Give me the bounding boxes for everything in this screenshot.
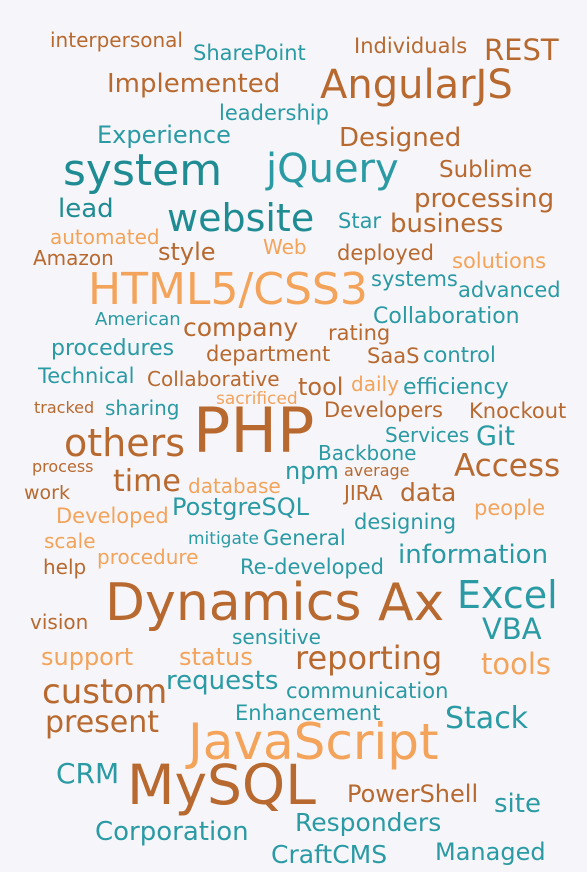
word-tool: tool: [298, 373, 344, 401]
word-help: help: [43, 555, 87, 579]
word-services: Services: [385, 423, 470, 447]
word-present: present: [45, 705, 160, 740]
word-designed: Designed: [339, 123, 462, 153]
word-html5-css3: HTML5/CSS3: [88, 264, 368, 315]
word-managed: Managed: [435, 838, 546, 866]
word-tools: tools: [481, 647, 552, 681]
word-website: website: [167, 196, 315, 240]
word-process: process: [32, 457, 94, 476]
word-people: people: [474, 496, 546, 520]
word-jira: JIRA: [344, 481, 383, 505]
word-solutions: solutions: [452, 249, 547, 273]
word-custom: custom: [42, 672, 168, 712]
word-powershell: PowerShell: [347, 780, 479, 808]
word-individuals: Individuals: [354, 34, 468, 58]
word-saas: SaaS: [367, 344, 420, 368]
word-git: Git: [476, 421, 516, 452]
word-angularjs: AngularJS: [320, 62, 513, 108]
word-sharepoint: SharePoint: [193, 41, 306, 65]
word-crm: CRM: [56, 757, 120, 790]
word-american: American: [95, 309, 181, 330]
word-reporting: reporting: [295, 639, 443, 677]
word-site: site: [494, 789, 541, 819]
word-amazon: Amazon: [33, 246, 114, 270]
word-general: General: [263, 526, 346, 550]
word-php: PHP: [193, 394, 315, 467]
word-requests: requests: [166, 666, 279, 696]
word-average: average: [344, 461, 410, 480]
word-star: Star: [338, 209, 382, 233]
word-knockout: Knockout: [469, 399, 567, 423]
word-database: database: [188, 474, 281, 498]
word-automated: automated: [50, 225, 160, 249]
word-work: work: [24, 482, 70, 504]
word-web: Web: [263, 235, 307, 259]
word-communication: communication: [286, 679, 449, 703]
word-collaboration: Collaboration: [373, 304, 520, 329]
word-postgresql: PostgreSQL: [172, 493, 310, 521]
word-jquery: jQuery: [266, 146, 399, 192]
word-npm: npm: [285, 457, 339, 485]
word-developers: Developers: [324, 398, 443, 422]
word-systems: systems: [371, 267, 458, 291]
word-collaborative: Collaborative: [147, 367, 280, 391]
word-excel: Excel: [457, 573, 558, 617]
word-rating: rating: [328, 321, 391, 345]
word-scale: scale: [44, 529, 96, 553]
word-information: information: [398, 540, 549, 570]
word-processing: processing: [414, 184, 555, 214]
word-lead: lead: [58, 194, 114, 224]
word-status: status: [179, 643, 253, 671]
word-system: system: [63, 145, 223, 196]
word-efficiency: efficiency: [403, 375, 509, 400]
word-department: department: [206, 342, 331, 366]
word-business: business: [390, 209, 504, 239]
word-re-developed: Re-developed: [240, 555, 385, 579]
word-implemented: Implemented: [107, 69, 281, 99]
word-sublime: Sublime: [439, 157, 533, 183]
word-responders: Responders: [295, 808, 442, 837]
word-developed: Developed: [56, 504, 169, 528]
word-control: control: [423, 343, 496, 367]
word-sacrificed: sacrificed: [216, 389, 298, 409]
word-stack: Stack: [445, 701, 529, 736]
word-style: style: [158, 238, 216, 266]
word-craftcms: CraftCMS: [271, 840, 388, 869]
word-mysql: MySQL: [127, 753, 316, 817]
word-access: Access: [454, 448, 561, 484]
word-rest: REST: [484, 33, 559, 67]
word-enhancement: Enhancement: [235, 701, 381, 725]
word-dynamics-ax: Dynamics Ax: [105, 573, 445, 633]
word-corporation: Corporation: [95, 817, 249, 847]
word-vision: vision: [30, 610, 89, 634]
word-procedures: procedures: [51, 336, 175, 361]
word-backbone: Backbone: [318, 441, 417, 465]
word-support: support: [41, 643, 134, 671]
word-technical: Technical: [38, 364, 135, 388]
word-leadership: leadership: [219, 101, 329, 125]
word-experience: Experience: [97, 121, 231, 149]
word-company: company: [183, 313, 299, 342]
word-javascript: JavaScript: [188, 713, 439, 771]
word-tracked: tracked: [34, 398, 95, 417]
word-designing: designing: [354, 510, 457, 534]
word-time: time: [113, 464, 181, 499]
word-vba: VBA: [482, 612, 542, 646]
word-data: data: [400, 478, 457, 507]
word-procedure: procedure: [97, 545, 199, 569]
word-deployed: deployed: [337, 241, 434, 265]
word-daily: daily: [351, 372, 399, 396]
word-sensitive: sensitive: [232, 625, 321, 649]
word-others: others: [64, 421, 186, 465]
word-mitigate: mitigate: [188, 529, 260, 549]
word-advanced: advanced: [458, 278, 561, 302]
word-interpersonal: interpersonal: [50, 28, 183, 52]
word-sharing: sharing: [105, 396, 180, 420]
